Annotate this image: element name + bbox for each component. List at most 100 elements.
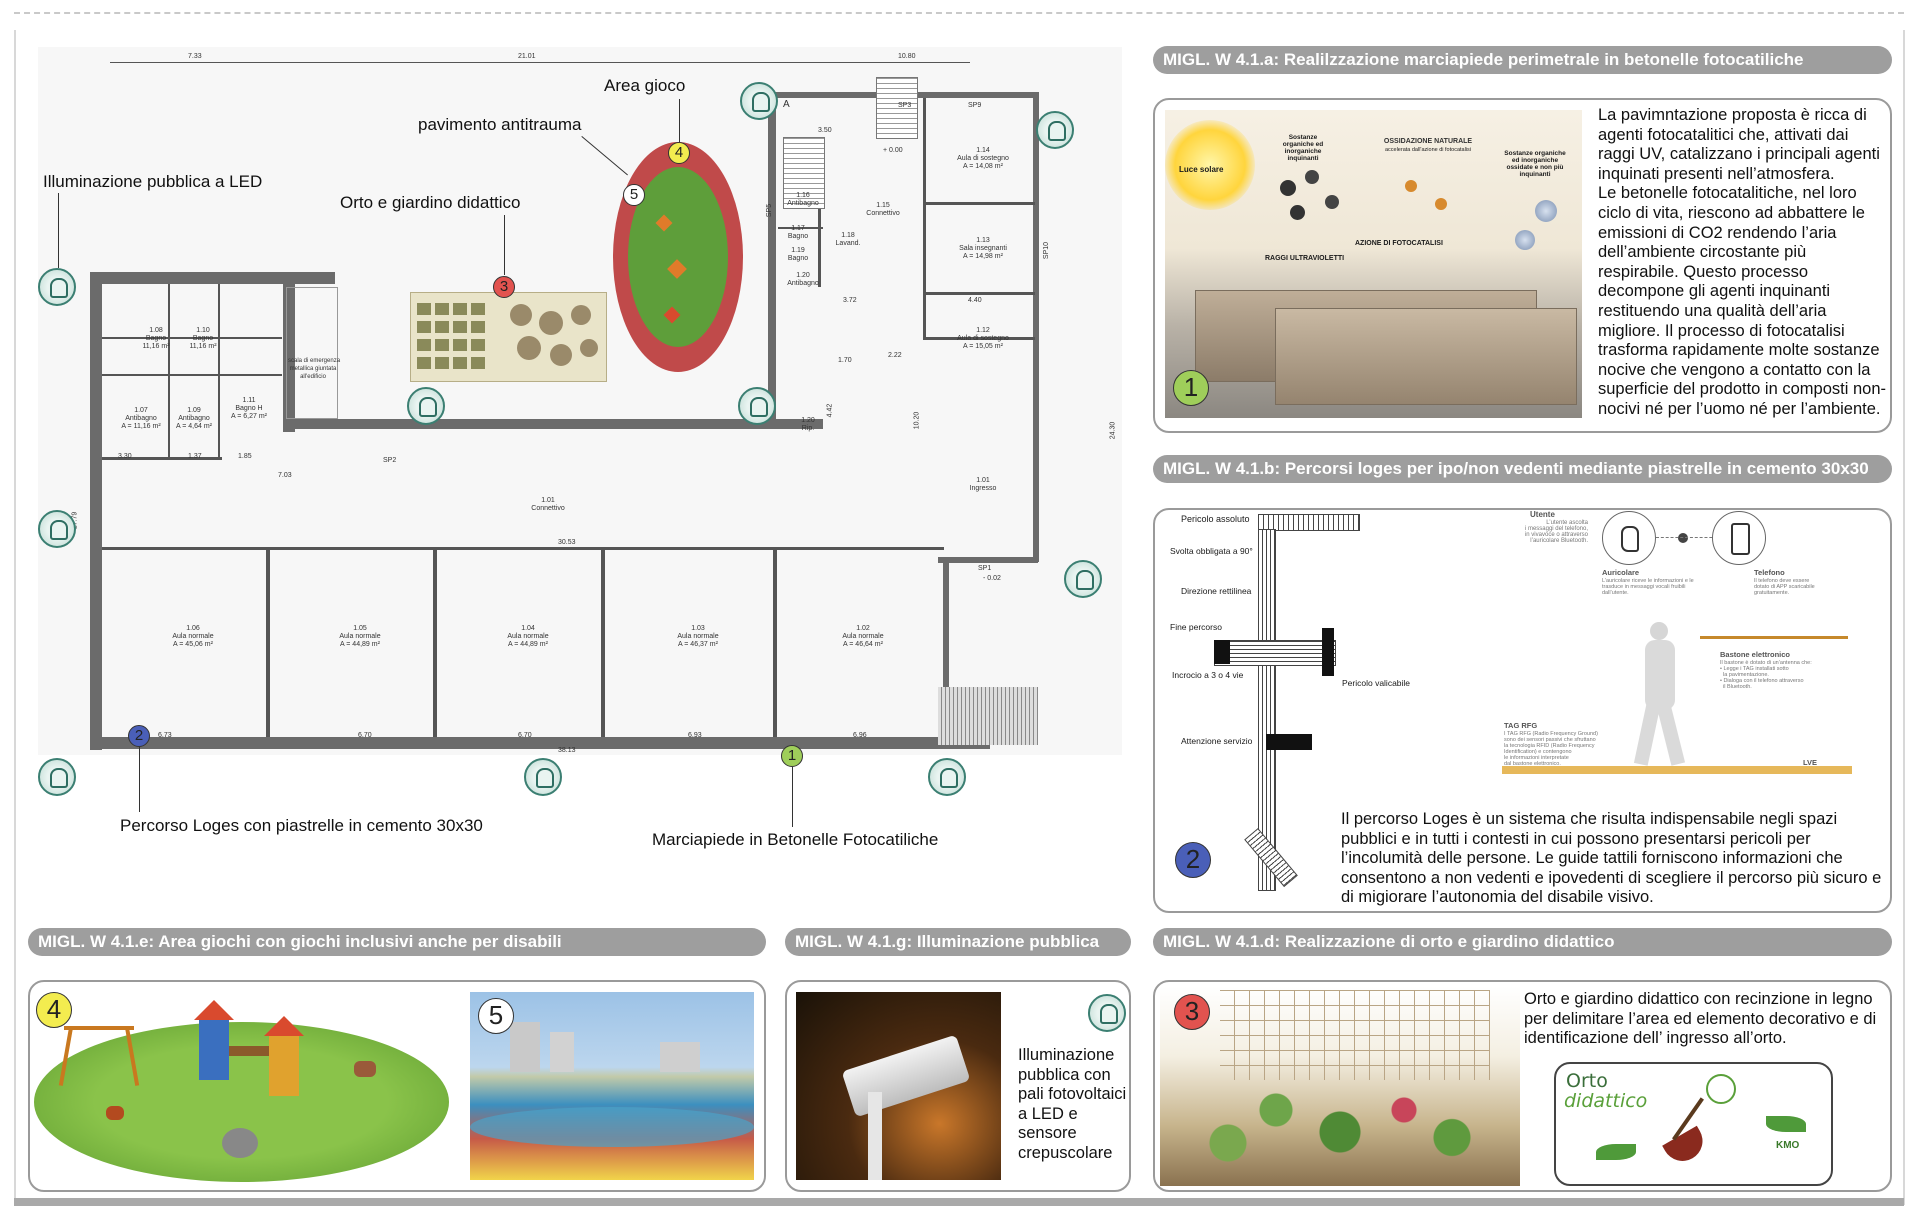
logo-mark: KMO	[1776, 1140, 1800, 1151]
dim-label: 6.93	[688, 732, 702, 739]
dim-label: 30.53	[558, 539, 576, 546]
callout-garden: Orto e giardino didattico	[340, 193, 521, 212]
dim-label: 7.33	[188, 53, 202, 60]
diagram-label-sun: Luce solare	[1179, 165, 1224, 174]
staircase	[783, 137, 825, 209]
lamp-pole	[868, 1092, 882, 1180]
dim-label: 3.50	[818, 127, 832, 134]
tactile-attention-block	[1266, 734, 1312, 750]
diagram-label-oxid-sub: accelerata dall'azione di fotocatalisi	[1384, 147, 1472, 153]
room-label: 1.04 Aula normale A = 44,89 m²	[507, 625, 549, 648]
callout-sidewalk: Marciapiede in Betonelle Fotocatiliche	[652, 830, 939, 849]
room-label: 1.06 Aula normale A = 45,06 m²	[172, 625, 214, 648]
dim-label: SP3	[898, 102, 912, 109]
room-label: 1.09 Antibagno A = 4,64 m²	[176, 407, 212, 430]
oxidized-particle	[1405, 180, 1417, 192]
tactile-stop-block	[1322, 628, 1334, 676]
right-frame-line	[1903, 30, 1905, 1205]
info-tag-title: TAG RFG	[1504, 721, 1538, 730]
dim-label: SP10	[1043, 241, 1051, 260]
tactile-floor-strip	[1502, 766, 1852, 774]
room-label: 1.02 Aula normale A = 46,64 m²	[842, 625, 884, 648]
dim-label: SP5	[766, 203, 774, 218]
inner-wall	[168, 284, 170, 459]
leaf-icon	[1596, 1144, 1636, 1160]
led-lamp-icon	[738, 387, 776, 425]
dim-label: 6.70	[358, 732, 372, 739]
earpiece-icon	[1602, 511, 1656, 565]
tactile-path-cross	[1214, 640, 1336, 666]
led-lamp-icon	[38, 510, 76, 548]
dim-label: 4.42	[826, 403, 834, 418]
marker-3: 3	[493, 276, 515, 298]
callout-lighting: Illuminazione pubblica a LED	[43, 172, 263, 191]
left-frame-line	[14, 30, 16, 1205]
entrance-steps	[876, 77, 918, 139]
person-body-icon	[1645, 640, 1675, 710]
led-lamp-icon	[1064, 560, 1102, 598]
dim-label: 2.22	[888, 352, 902, 359]
inner-wall	[601, 547, 605, 737]
phone-icon	[1712, 511, 1766, 565]
dim-label: 4.40	[968, 297, 982, 304]
leaf-icon	[1766, 1116, 1806, 1132]
tactile-stop-block	[1214, 640, 1230, 664]
pollutant-particle	[1325, 195, 1339, 209]
garden-beds	[417, 303, 485, 369]
room-label: 1.01 Ingresso	[969, 477, 997, 492]
led-lamp-icon	[407, 387, 445, 425]
inner-wall	[923, 292, 1035, 295]
marker-1: 1	[781, 745, 803, 767]
dimension-line-top	[110, 62, 970, 63]
bridge	[229, 1046, 269, 1056]
building-silhouette	[550, 1032, 574, 1072]
ramp	[938, 687, 1038, 745]
clean-particle	[1515, 230, 1535, 250]
wall	[768, 92, 776, 427]
info-utente-text: L’utente ascolta i messaggi del telefono…	[1524, 520, 1588, 544]
dim-label: 6.73	[158, 732, 172, 739]
legend-pericolo-valicabile: Pericolo valicabile	[1342, 678, 1411, 688]
section-e-header: MIGL. W 4.1.e: Area giochi con giochi in…	[28, 928, 766, 956]
room-label: 1.13 Sala insegnanti A = 14,98 m²	[959, 237, 1007, 260]
led-lamp-icon	[1036, 111, 1074, 149]
room-label: 1.12 Aula di sostegno A = 15,05 m²	[957, 327, 1009, 350]
room-label: 1.08 Bagno 11,16 m²	[142, 327, 170, 350]
info-utente-title: Utente	[1530, 510, 1555, 519]
solar-panel-lamp	[841, 1034, 971, 1118]
corridor-wall	[102, 547, 944, 550]
dim-label: 1.70	[838, 357, 852, 364]
child-head-icon	[1706, 1074, 1736, 1104]
info-bastone-text: Il bastone è dotato di un’antenna che: •…	[1720, 660, 1812, 690]
inner-wall	[773, 547, 777, 737]
wall	[1033, 92, 1039, 562]
dim-label: 6.70	[518, 732, 532, 739]
room-label: 1.20 Rip.	[801, 417, 815, 432]
badge-2: 2	[1175, 842, 1211, 878]
garden-plan-image	[410, 292, 607, 382]
inner-wall	[266, 547, 270, 737]
shovel-icon	[1662, 1125, 1710, 1169]
earpiece-shape	[1621, 526, 1639, 552]
marker-2: 2	[128, 725, 150, 747]
wall	[283, 419, 823, 429]
fence-net	[1220, 990, 1490, 1080]
callout-play-area: Area gioco	[604, 76, 686, 95]
led-lamp-icon	[740, 82, 778, 120]
tower-roof	[194, 1000, 234, 1020]
dim-label: + 0.00	[883, 147, 903, 154]
inner-wall	[923, 337, 1035, 340]
pollutant-particle	[1290, 205, 1305, 220]
section-d-header: MIGL. W 4.1.d: Realizzazione di orto e g…	[1153, 928, 1892, 956]
section-g-text: Illuminazione pubblica con pali fotovolt…	[1018, 1046, 1127, 1162]
sun-icon	[1165, 120, 1255, 210]
room-label: 1.03 Aula normale A = 46,37 m²	[677, 625, 719, 648]
spring-rider	[222, 1128, 258, 1158]
info-telefono-title: Telefono	[1754, 568, 1785, 577]
dim-label: SP2	[383, 457, 397, 464]
top-dashed-border	[14, 12, 1904, 14]
section-mark: A	[783, 99, 790, 110]
building-silhouette	[510, 1022, 540, 1072]
callout-antitrauma: pavimento antitrauma	[418, 115, 582, 134]
room-label: 1.20 Antibagno	[787, 272, 819, 287]
